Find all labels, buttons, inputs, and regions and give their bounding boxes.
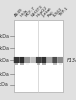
Bar <box>31 63 35 65</box>
Text: Raji: Raji <box>47 10 55 18</box>
Text: 40kDa: 40kDa <box>0 82 9 88</box>
FancyBboxPatch shape <box>19 57 25 63</box>
Text: HepG2: HepG2 <box>36 5 48 18</box>
FancyBboxPatch shape <box>36 57 41 63</box>
Text: K-562: K-562 <box>52 7 63 18</box>
Text: 50kDa: 50kDa <box>0 72 9 76</box>
Text: A549: A549 <box>14 8 24 18</box>
Bar <box>26 63 29 65</box>
Text: F13A1: F13A1 <box>67 57 76 62</box>
FancyBboxPatch shape <box>47 57 52 63</box>
Bar <box>42 63 46 65</box>
FancyBboxPatch shape <box>52 57 57 63</box>
Bar <box>20 63 24 65</box>
Text: Hela: Hela <box>19 9 28 18</box>
Text: MCF-7: MCF-7 <box>25 6 36 18</box>
Bar <box>37 63 40 65</box>
Bar <box>15 63 18 65</box>
Text: 110kDa: 110kDa <box>0 34 9 38</box>
Text: NIH3T3: NIH3T3 <box>30 5 43 18</box>
Bar <box>48 63 51 65</box>
Text: 70kDa: 70kDa <box>0 57 9 62</box>
Text: Jurkat: Jurkat <box>41 7 52 18</box>
Bar <box>59 63 62 65</box>
Text: THP-1: THP-1 <box>58 7 69 18</box>
FancyBboxPatch shape <box>14 57 19 63</box>
Text: 200kDa: 200kDa <box>0 46 9 50</box>
FancyBboxPatch shape <box>14 20 63 92</box>
Bar <box>53 63 57 65</box>
FancyBboxPatch shape <box>25 57 30 63</box>
FancyBboxPatch shape <box>30 57 36 63</box>
FancyBboxPatch shape <box>41 57 47 63</box>
FancyBboxPatch shape <box>58 57 63 63</box>
